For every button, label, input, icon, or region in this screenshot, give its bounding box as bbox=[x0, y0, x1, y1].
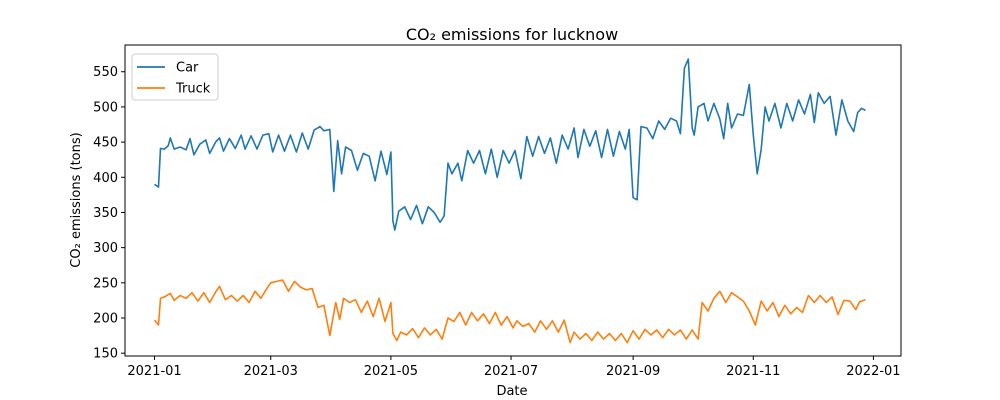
y-tick-label: 400 bbox=[93, 171, 118, 186]
y-tick-label: 150 bbox=[93, 347, 118, 362]
legend: Car Truck bbox=[131, 53, 219, 101]
x-tick-label: 2021-01 bbox=[127, 364, 181, 379]
x-tick-label: 2021-11 bbox=[726, 364, 780, 379]
y-tick-label: 550 bbox=[93, 65, 118, 80]
y-tick-label: 350 bbox=[93, 206, 118, 221]
x-tick-label: 2022-01 bbox=[846, 364, 900, 379]
x-tick-label: 2021-03 bbox=[244, 364, 298, 379]
y-tick-label: 300 bbox=[93, 241, 118, 256]
x-tick-label: 2021-05 bbox=[364, 364, 418, 379]
y-tick-label: 500 bbox=[93, 100, 118, 115]
plot-frame bbox=[124, 44, 902, 357]
legend-label-truck: Truck bbox=[175, 82, 211, 97]
x-tick-label: 2021-09 bbox=[606, 364, 660, 379]
legend-label-car: Car bbox=[176, 61, 199, 76]
x-axis-label: Date bbox=[496, 384, 527, 399]
series-line-truck bbox=[153, 279, 866, 344]
y-tick-label: 250 bbox=[93, 276, 118, 291]
x-tick-label: 2021-07 bbox=[484, 364, 538, 379]
chart-title: CO₂ emissions for lucknow bbox=[406, 25, 618, 44]
y-axis-label: CO₂ emissions (tons) bbox=[69, 132, 84, 267]
series-line-car bbox=[154, 58, 866, 231]
y-tick-label: 200 bbox=[93, 312, 118, 327]
y-tick-label: 450 bbox=[93, 136, 118, 151]
